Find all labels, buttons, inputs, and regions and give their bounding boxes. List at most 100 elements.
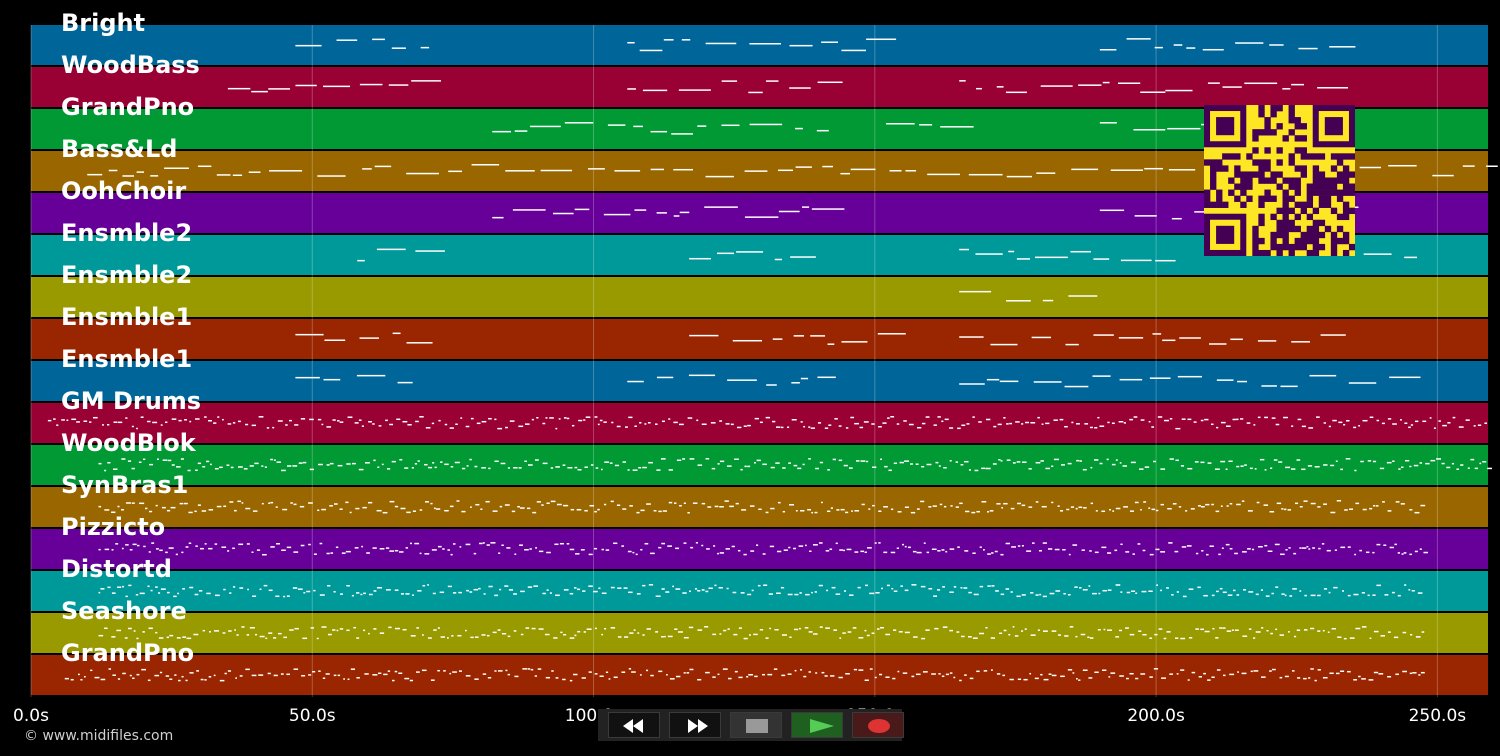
qr-module xyxy=(1270,111,1277,118)
track-label: WoodBass xyxy=(61,51,200,79)
note xyxy=(915,463,919,465)
note xyxy=(87,173,103,176)
note xyxy=(1076,678,1078,680)
qr-module xyxy=(1294,189,1301,196)
note xyxy=(281,469,286,472)
note xyxy=(1163,419,1169,422)
note xyxy=(861,503,865,506)
note xyxy=(1041,505,1047,508)
qr-module xyxy=(1342,249,1350,257)
note xyxy=(1296,629,1301,631)
track-label: GrandPno xyxy=(61,639,195,667)
note xyxy=(999,380,1019,383)
note xyxy=(987,553,991,555)
note xyxy=(883,551,888,554)
note xyxy=(268,632,273,634)
note xyxy=(1226,425,1231,427)
note xyxy=(1404,256,1417,259)
qr-code[interactable] xyxy=(1204,105,1356,257)
stop-button[interactable] xyxy=(730,712,782,738)
note xyxy=(665,591,670,593)
note xyxy=(697,464,703,466)
note xyxy=(107,423,110,426)
note xyxy=(129,549,133,551)
note xyxy=(1271,417,1276,419)
note xyxy=(500,462,506,465)
note xyxy=(1429,417,1432,419)
note xyxy=(1005,588,1010,590)
note xyxy=(350,668,356,670)
note xyxy=(433,629,437,631)
note xyxy=(941,549,945,551)
note xyxy=(1284,594,1287,597)
note xyxy=(289,629,294,631)
note xyxy=(842,632,846,634)
note xyxy=(972,637,978,639)
note xyxy=(326,426,332,428)
note xyxy=(248,171,261,173)
qr-module xyxy=(1210,171,1217,178)
note xyxy=(981,467,986,470)
qr-module xyxy=(1282,201,1289,208)
note xyxy=(259,635,265,638)
note xyxy=(424,553,430,555)
note xyxy=(47,419,52,422)
qr-module xyxy=(1288,111,1295,118)
note xyxy=(443,670,446,672)
note xyxy=(800,421,803,423)
qr-module xyxy=(1222,153,1229,160)
note xyxy=(848,467,853,469)
note xyxy=(325,673,330,675)
note xyxy=(1188,637,1193,639)
note xyxy=(1417,592,1423,594)
note xyxy=(327,633,332,636)
note xyxy=(1074,586,1078,588)
note xyxy=(1373,505,1376,507)
track-label: Ensmble2 xyxy=(61,261,193,289)
note xyxy=(1359,549,1362,552)
note xyxy=(1347,594,1351,597)
note xyxy=(646,503,651,505)
note xyxy=(563,589,569,591)
note xyxy=(1222,627,1226,629)
note xyxy=(955,461,959,463)
note xyxy=(1070,250,1091,253)
qr-module xyxy=(1270,177,1277,184)
qr-module xyxy=(1234,171,1241,178)
track-label: WoodBlok xyxy=(61,429,196,457)
note xyxy=(223,505,227,508)
note xyxy=(214,467,219,470)
note xyxy=(588,585,593,587)
note xyxy=(668,418,671,420)
note xyxy=(549,592,552,594)
note xyxy=(251,90,268,93)
note xyxy=(156,458,159,461)
note xyxy=(458,591,462,594)
record-button[interactable] xyxy=(852,712,904,738)
note xyxy=(385,589,391,591)
note xyxy=(182,588,185,590)
note xyxy=(727,677,732,680)
note xyxy=(1460,464,1464,466)
track-lane xyxy=(31,67,1488,107)
note xyxy=(633,629,636,631)
note xyxy=(1203,672,1206,675)
play-button[interactable] xyxy=(791,712,843,738)
note xyxy=(867,547,872,549)
note xyxy=(187,469,191,472)
qr-module xyxy=(1312,225,1320,233)
note xyxy=(1275,628,1278,631)
note xyxy=(136,673,140,676)
note xyxy=(678,423,684,426)
rewind-button[interactable] xyxy=(608,712,660,738)
note xyxy=(1291,83,1304,86)
note xyxy=(900,585,903,587)
note-group xyxy=(98,626,1425,640)
fast-forward-button[interactable] xyxy=(669,712,721,738)
note xyxy=(208,631,211,633)
note xyxy=(976,510,980,513)
note xyxy=(154,674,160,677)
qr-module xyxy=(1282,189,1289,196)
note xyxy=(886,122,915,125)
note xyxy=(623,587,628,589)
